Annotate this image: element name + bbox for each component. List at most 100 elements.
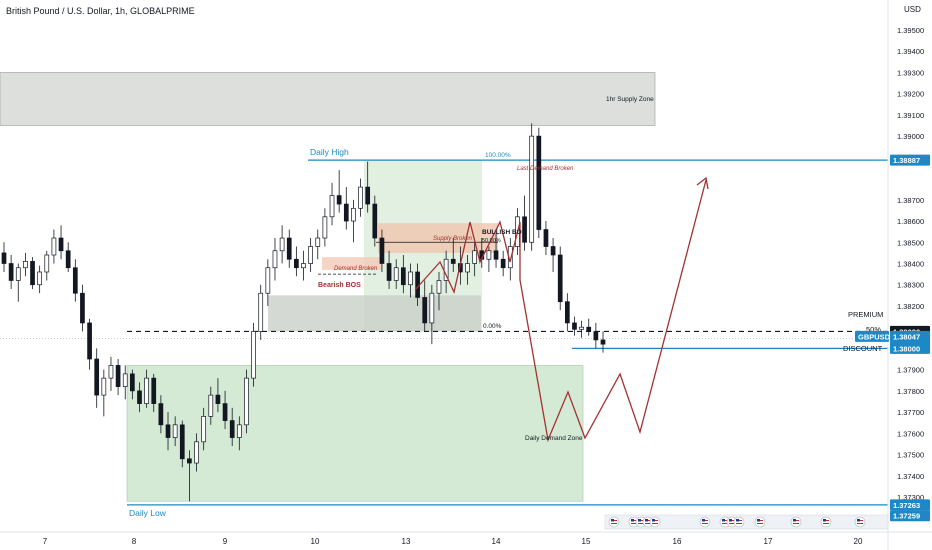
candle-body [422,297,428,324]
candle-body [343,203,349,222]
candle-body [201,415,207,443]
candle-body [108,365,114,379]
us-flag-icon-stripe [823,523,829,524]
candle-body [358,186,363,209]
us-flag-icon [733,516,745,528]
candle-body [87,322,92,360]
candle-body [351,207,356,222]
y-tick-label: 1.39300 [897,68,924,77]
last-demand-broken-label: Last Demand Broken [517,166,574,172]
candle-body [44,254,50,273]
supply-broken-box [378,223,498,253]
candle-body [72,267,78,294]
daily-high-label: Daily High [310,147,349,157]
us-flag-icon-canton [857,519,860,522]
projection-path [414,179,707,443]
us-flag-icon-canton [702,519,705,522]
x-tick-label: 20 [854,537,863,546]
candle-body [258,292,264,332]
candle-body [58,237,64,252]
us-flag-icon-canton [611,519,614,522]
candle-body [187,458,192,464]
pct-50-label: 50% [866,325,881,334]
candle-body [244,377,249,426]
premium-label: PREMIUM [848,310,883,319]
x-tick-label: 8 [132,537,137,546]
us-flag-icon-stripe [729,523,735,524]
us-flag-icon-stripe [857,523,863,524]
price-label-text: GBPUSD [858,332,891,341]
us-flag-icon-stripe [638,523,644,524]
price-label-box [890,510,930,522]
y-tick-label: 1.39500 [897,26,924,35]
us-flag-icon-stripe [611,523,617,524]
pct-0-label: 0.00% [483,323,502,330]
us-flag-icon [649,516,661,528]
candle-body [294,258,299,269]
price-label-text: 1.37259 [893,512,920,521]
x-tick-label: 9 [223,537,228,546]
candle-body [450,258,456,264]
y-tick-label: 1.37300 [897,493,924,502]
candle-body [564,301,570,324]
us-flag-icon-canton [722,519,725,522]
candle-body [1,252,7,264]
us-flag-icon-canton [638,519,641,522]
us-flag-icon-stripe [793,523,799,524]
price-label-box [890,342,930,354]
candle-body [329,195,335,218]
us-flag-icon-stripe [757,523,763,524]
candle-body [37,271,43,286]
candle-body [308,246,313,264]
y-tick-label: 1.39200 [897,90,924,99]
candle-body [393,267,399,281]
price-label-text: 1.37263 [893,501,920,510]
chart-title: British Pound / U.S. Dollar, 1h, GLOBALP… [6,6,195,16]
candle-body [286,237,292,260]
us-flag-icon-canton [631,519,634,522]
us-flag-icon-stripe [702,523,708,524]
bullish-bos-label: BULLISH BOS [482,229,527,236]
candle-body [172,424,178,438]
candle-body [593,331,599,341]
candle-body [8,263,14,281]
candle-body [101,377,107,396]
demand-zone-label: Daily Demand Zone [525,435,583,442]
candle-body [15,267,21,281]
candle-body [122,373,128,387]
candle-body [579,326,584,330]
candle-body [94,358,100,396]
candle-body [493,250,499,260]
price-label-box [890,154,930,166]
us-flag-icon-stripe [722,523,728,524]
us-flag-icon-stripe [652,523,658,524]
candle-body [550,246,556,256]
currency-label[interactable]: USD [904,5,921,14]
y-tick-label: 1.38500 [897,238,924,247]
us-flag-icon-canton [652,519,655,522]
bearish-bos-label: Bearish BOS [318,282,361,289]
us-flag-icon-canton [736,519,739,522]
y-tick-label: 1.37900 [897,366,924,375]
candle-body [208,394,214,417]
candle-body [30,261,35,286]
candle-body [372,203,378,239]
candle-body [23,261,28,269]
demand-zone [126,365,584,502]
us-flag-icon-stripe [631,523,637,524]
candle-body [472,250,477,264]
supply-zone [0,72,656,126]
x-tick-label: 13 [402,537,411,546]
candle-body [144,377,149,404]
us-flag-icon [790,516,802,528]
price-label-text: 1.38000 [893,344,920,353]
y-tick-label: 1.38400 [897,260,924,269]
us-flag-icon [854,516,866,528]
y-tick-label: 1.39000 [897,132,924,141]
candle-body [586,326,592,332]
us-flag-icon-canton [729,519,732,522]
candle-body [600,339,606,345]
candle-body [522,216,527,243]
demand-broken-box [322,257,382,270]
